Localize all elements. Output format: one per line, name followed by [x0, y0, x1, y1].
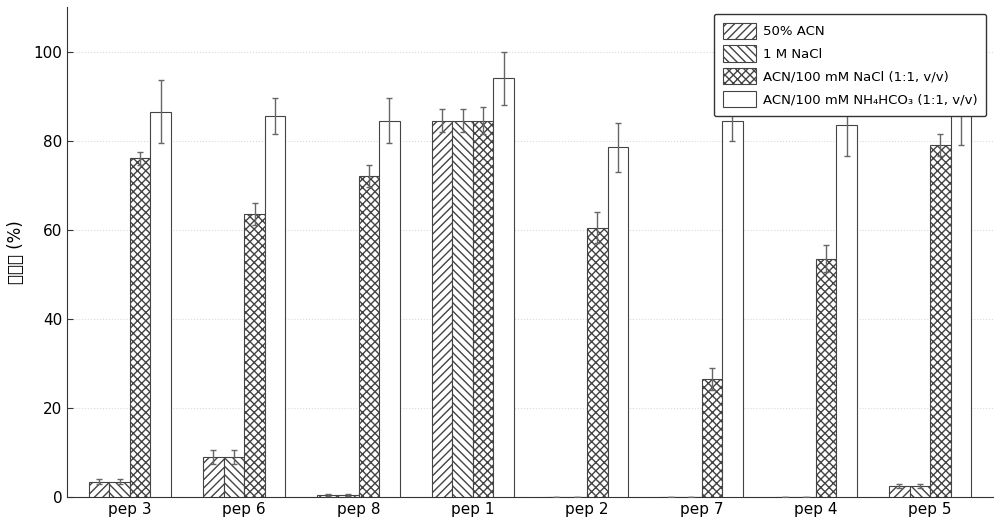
- Bar: [130, 158, 150, 497]
- Bar: [910, 486, 930, 497]
- Bar: [702, 379, 722, 497]
- Bar: [722, 121, 743, 497]
- Bar: [473, 121, 493, 497]
- Bar: [203, 457, 224, 497]
- Bar: [338, 495, 359, 497]
- Bar: [836, 125, 857, 497]
- Legend: 50% ACN, 1 M NaCl, ACN/100 mM NaCl (1:1, v/v), ACN/100 mM NH₄HCO₃ (1:1, v/v): 50% ACN, 1 M NaCl, ACN/100 mM NaCl (1:1,…: [714, 14, 986, 116]
- Bar: [224, 457, 244, 497]
- Bar: [608, 147, 628, 497]
- Bar: [150, 112, 171, 497]
- Bar: [951, 112, 971, 497]
- Bar: [317, 495, 338, 497]
- Bar: [452, 121, 473, 497]
- Bar: [930, 145, 951, 497]
- Bar: [89, 482, 109, 497]
- Bar: [379, 121, 400, 497]
- Bar: [109, 482, 130, 497]
- Y-axis label: 回收率 (%): 回收率 (%): [7, 220, 25, 284]
- Bar: [587, 227, 608, 497]
- Bar: [816, 259, 836, 497]
- Bar: [432, 121, 452, 497]
- Bar: [493, 78, 514, 497]
- Bar: [889, 486, 910, 497]
- Bar: [359, 176, 379, 497]
- Bar: [265, 116, 285, 497]
- Bar: [244, 214, 265, 497]
